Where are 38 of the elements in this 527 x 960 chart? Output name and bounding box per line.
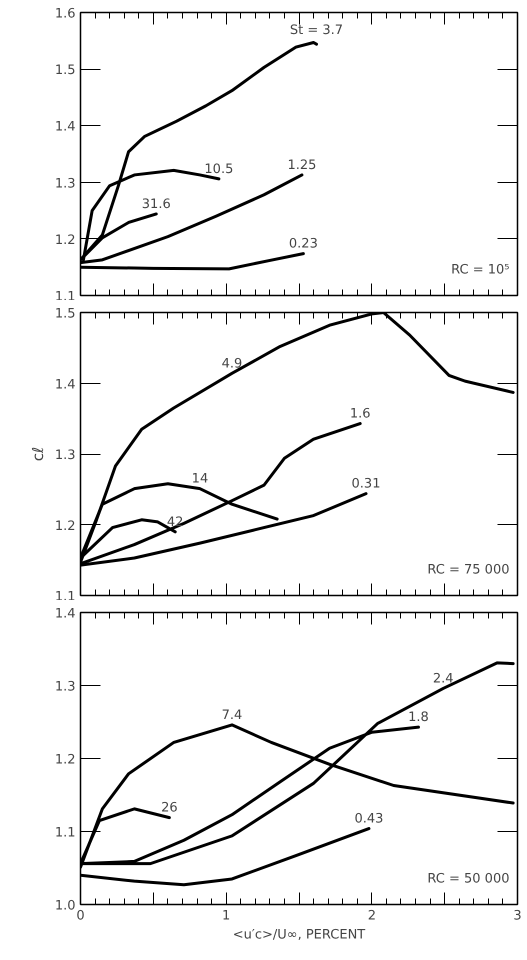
annotation: 10.5 bbox=[204, 162, 234, 177]
x-axis-title: <u′c>/U∞, PERCENT bbox=[232, 928, 366, 942]
y-tick-label: 1.4 bbox=[54, 377, 76, 392]
annotation: St = 3.7 bbox=[290, 23, 344, 38]
y-tick-label: 1.1 bbox=[54, 826, 76, 840]
y-tick-label: 1.0 bbox=[54, 898, 76, 914]
y-tick-label: 1.4 bbox=[54, 606, 76, 622]
y-tick-label: 1.2 bbox=[54, 232, 76, 248]
x-tick-label: 0 bbox=[76, 908, 85, 924]
annotation: 4.9 bbox=[222, 356, 242, 372]
annotation: RC = 75 000 bbox=[427, 562, 510, 578]
y-axis-title: cℓ bbox=[28, 446, 47, 462]
annotation: 31.6 bbox=[142, 196, 171, 212]
y-tick-label: 1.6 bbox=[54, 6, 76, 22]
annotation: 0.31 bbox=[352, 476, 380, 492]
annotation: 1.6 bbox=[350, 406, 371, 422]
y-tick-label: 1.4 bbox=[54, 120, 76, 135]
annotation: 26 bbox=[161, 800, 178, 816]
y-tick-label: 1.5 bbox=[54, 63, 76, 78]
x-tick-label: 3 bbox=[513, 908, 522, 924]
annotation: 0.43 bbox=[354, 812, 384, 827]
x-tick-label: 1 bbox=[222, 908, 230, 924]
annotation: 42 bbox=[166, 514, 184, 530]
annotation: 14 bbox=[192, 472, 208, 487]
annotation: 7.4 bbox=[222, 708, 242, 723]
y-tick-label: 1.2 bbox=[54, 752, 76, 768]
y-tick-label: 1.3 bbox=[54, 680, 76, 694]
annotation: RC = 10⁵ bbox=[451, 262, 510, 278]
annotation: 0.23 bbox=[288, 236, 318, 252]
y-tick-label: 1.5 bbox=[54, 306, 76, 322]
annotation: 2.4 bbox=[432, 671, 454, 686]
annotation: 1.25 bbox=[287, 158, 316, 173]
annotation: 1.8 bbox=[408, 710, 429, 726]
y-tick-label: 1.2 bbox=[54, 518, 76, 534]
y-tick-label: 1.3 bbox=[54, 176, 76, 192]
x-tick-label: 2 bbox=[368, 908, 376, 924]
annotation: RC = 50 000 bbox=[427, 872, 510, 886]
y-tick-label: 1.3 bbox=[54, 448, 76, 463]
